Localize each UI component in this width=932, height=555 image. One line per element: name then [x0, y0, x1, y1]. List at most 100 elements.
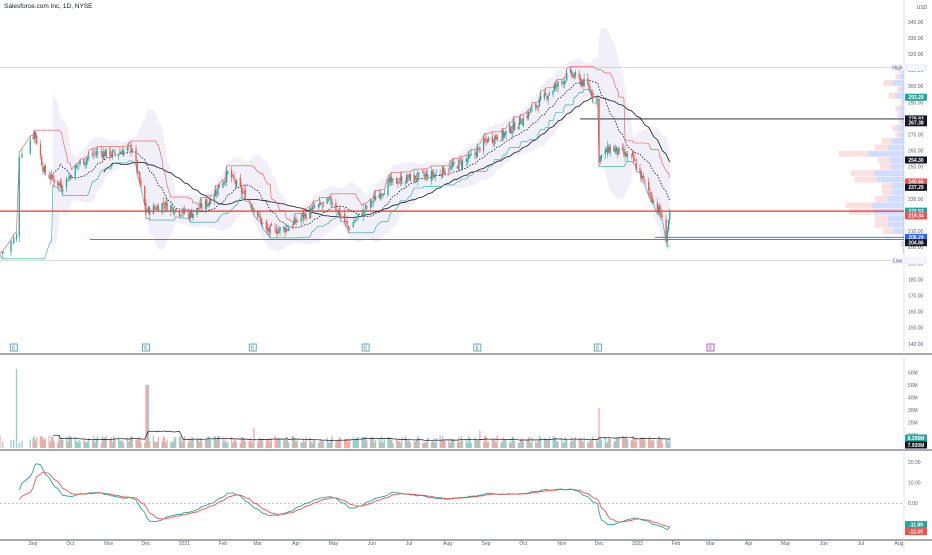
candle-body: [198, 208, 200, 210]
volume-tick-label: 60M: [908, 370, 918, 376]
volume-bar: [449, 442, 451, 448]
volume-bar: [440, 440, 443, 448]
candle-body: [275, 228, 277, 234]
candle-body: [667, 219, 670, 231]
candle-body: [91, 153, 94, 156]
volume-bar: [441, 435, 444, 448]
candle-body: [597, 100, 599, 101]
candle-body: [178, 210, 181, 215]
volume-bar: [538, 435, 541, 448]
volume-bar: [518, 442, 521, 448]
price-tag-label: Low: [893, 259, 903, 265]
candle-body: [208, 201, 210, 206]
volume-bar: [607, 441, 609, 448]
volume-bar: [587, 441, 589, 448]
volume-bar: [83, 439, 85, 448]
candle-body: [409, 173, 412, 182]
volume-bar: [613, 441, 615, 448]
volume-bar: [175, 438, 177, 448]
volume-bar: [230, 436, 233, 448]
volume-bar: [590, 440, 593, 448]
candle-body: [537, 107, 539, 109]
volume-bar: [336, 440, 338, 448]
candle-body: [475, 152, 477, 156]
candle-body: [175, 209, 177, 211]
volume-bar: [361, 436, 363, 448]
candle-body: [62, 189, 64, 192]
candle-body: [152, 205, 155, 215]
candle-body: [598, 99, 600, 164]
price-tag-value: 206.24: [908, 235, 924, 241]
price-tag-box: [905, 93, 927, 101]
volume-bar: [461, 440, 464, 448]
candle-body: [366, 206, 368, 208]
candle-body: [48, 174, 50, 179]
candle-body: [517, 126, 520, 129]
candle-body: [88, 155, 90, 158]
time-tick-label: Jun: [820, 541, 828, 547]
candle-body: [335, 202, 337, 210]
time-tick-label: Feb: [672, 541, 681, 547]
candle-body: [538, 98, 541, 107]
volume-bar: [244, 441, 246, 448]
volume-bar: [216, 438, 218, 448]
volume-bar: [181, 441, 183, 448]
volume-bar: [623, 436, 625, 448]
volume-bar: [404, 435, 407, 448]
candle-body: [286, 229, 289, 231]
candle-body: [216, 192, 218, 194]
volume-bar: [156, 441, 158, 448]
volume-profile-bar-down: [892, 125, 898, 131]
price-tick-label: 310.00: [908, 68, 924, 74]
volume-bar: [392, 442, 394, 448]
time-tick-label: Dec: [595, 541, 604, 547]
candle-body: [36, 136, 38, 145]
volume-bar: [173, 436, 176, 448]
candle-body: [566, 72, 568, 81]
volume-bar: [618, 437, 620, 448]
price-tick-label: 170.00: [908, 293, 924, 299]
volume-bar: [239, 442, 241, 448]
candle-body: [422, 170, 424, 173]
candle-body: [201, 203, 203, 209]
candle-body: [109, 148, 111, 157]
volume-bar: [166, 439, 168, 448]
candle-body: [494, 136, 496, 145]
candle-body: [391, 177, 393, 183]
earnings-marker: [248, 343, 257, 352]
volume-profile-bar-down: [880, 163, 891, 170]
candle-body: [163, 206, 166, 208]
volume-profile-bar-down: [883, 79, 893, 86]
volume-bar: [104, 437, 106, 448]
volume-bar: [432, 441, 434, 448]
volume-bar: [284, 440, 286, 448]
volume-bar: [398, 440, 400, 448]
candle-body: [83, 158, 85, 165]
candle-body: [265, 221, 268, 230]
price-tick-label: 200.00: [908, 245, 924, 251]
candle-body: [310, 208, 312, 215]
candle-body: [545, 92, 547, 95]
candle-body: [58, 183, 60, 186]
time-tick-label: Mar: [706, 541, 715, 547]
candle-body: [235, 180, 238, 187]
volume-bar: [48, 435, 50, 448]
volume-bar: [466, 442, 469, 448]
candle-body: [218, 183, 220, 189]
volume-bar: [669, 437, 671, 448]
volume-bar: [631, 439, 634, 448]
volume-profile-bar-up: [902, 240, 904, 247]
volume-profile-bar-down: [854, 176, 877, 183]
volume-bar: [207, 436, 209, 448]
candle-body: [582, 79, 584, 87]
candle-body: [389, 176, 392, 183]
volume-bar: [460, 436, 462, 448]
candle-body: [222, 183, 224, 188]
volume-bar: [171, 442, 173, 448]
candle-body: [122, 150, 125, 156]
volume-bar: [327, 442, 330, 448]
candle-body: [564, 81, 567, 83]
volume-bar: [444, 440, 446, 448]
candle-body: [404, 182, 407, 184]
